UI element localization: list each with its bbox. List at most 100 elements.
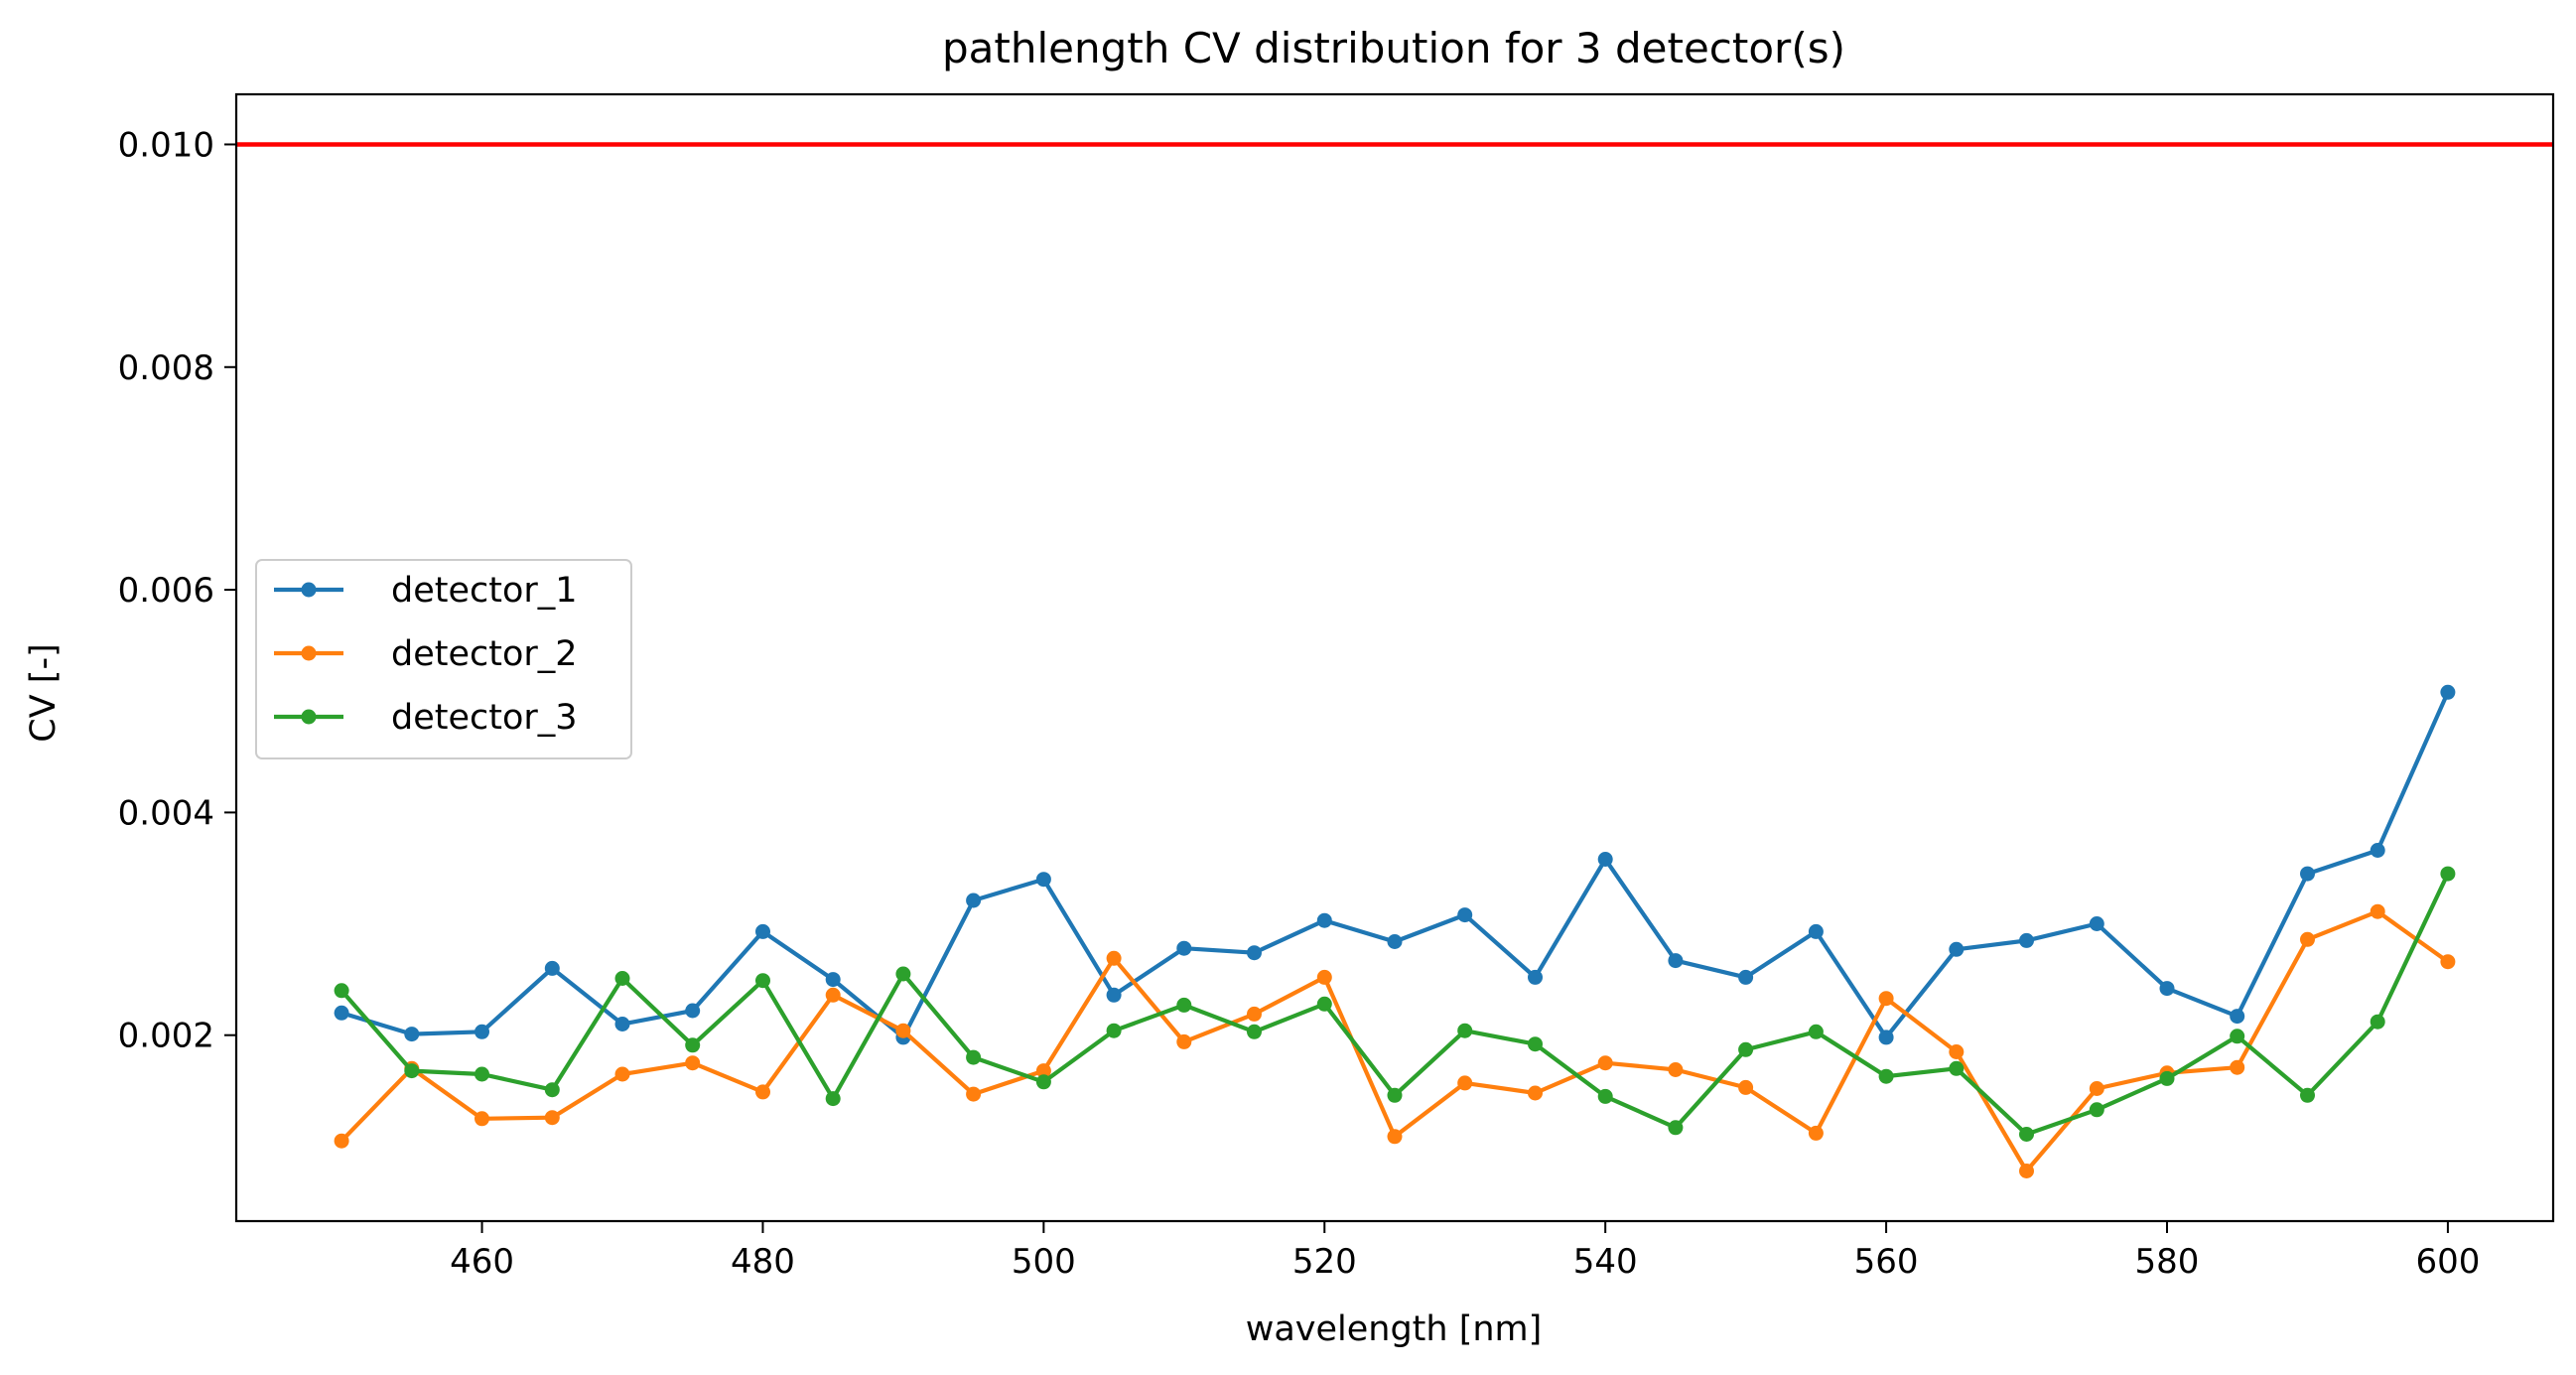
legend-label-detector_2: detector_2 xyxy=(391,634,578,674)
data-point-detector_1 xyxy=(966,893,982,908)
data-point-detector_1 xyxy=(1457,907,1473,923)
data-point-detector_2 xyxy=(2370,903,2385,919)
data-point-detector_3 xyxy=(895,966,911,982)
data-point-detector_1 xyxy=(1035,872,1051,888)
data-point-detector_3 xyxy=(2440,866,2456,882)
data-point-detector_1 xyxy=(2089,916,2104,931)
data-point-detector_1 xyxy=(685,1003,701,1019)
data-point-detector_2 xyxy=(1949,1044,1965,1059)
chart-title: pathlength CV distribution for 3 detecto… xyxy=(942,24,1845,72)
data-point-detector_3 xyxy=(2019,1127,2034,1142)
data-point-detector_3 xyxy=(1387,1087,1403,1103)
data-point-detector_1 xyxy=(1808,923,1824,939)
y-tick-label: 0.006 xyxy=(118,571,214,611)
legend-label-detector_3: detector_3 xyxy=(391,698,578,738)
data-point-detector_3 xyxy=(614,971,630,986)
plot-area xyxy=(234,92,2555,1223)
data-point-detector_2 xyxy=(614,1066,630,1082)
data-point-detector_2 xyxy=(2089,1081,2104,1096)
data-point-detector_2 xyxy=(755,1084,770,1100)
data-point-detector_2 xyxy=(895,1023,911,1038)
data-point-detector_2 xyxy=(2440,954,2456,970)
plot-frame xyxy=(234,92,2555,1223)
data-point-detector_1 xyxy=(1316,912,1332,928)
data-point-detector_2 xyxy=(1878,991,1894,1007)
data-point-detector_1 xyxy=(1247,945,1262,961)
data-point-detector_2 xyxy=(1106,950,1122,966)
x-tick-label: 540 xyxy=(1573,1242,1638,1282)
data-point-detector_1 xyxy=(2370,843,2385,858)
data-point-detector_3 xyxy=(334,983,349,999)
data-point-detector_1 xyxy=(1597,852,1613,867)
data-point-detector_1 xyxy=(1176,940,1192,956)
legend: detector_1 detector_2 detector_3 xyxy=(255,559,632,759)
legend-marker-detector_3 xyxy=(301,709,317,725)
data-point-detector_1 xyxy=(1738,969,1754,985)
data-point-detector_1 xyxy=(755,923,770,939)
data-point-detector_3 xyxy=(1949,1060,1965,1076)
x-axis-label: wavelength [nm] xyxy=(1246,1309,1543,1349)
data-point-detector_2 xyxy=(334,1133,349,1149)
data-point-detector_2 xyxy=(1035,1063,1051,1079)
data-point-detector_2 xyxy=(1808,1125,1824,1141)
data-point-detector_1 xyxy=(1528,969,1543,985)
data-point-detector_2 xyxy=(2019,1164,2034,1178)
data-point-detector_1 xyxy=(1668,953,1684,969)
legend-box xyxy=(255,559,632,759)
data-point-detector_1 xyxy=(475,1024,489,1039)
data-point-detector_3 xyxy=(1106,1023,1122,1038)
data-point-detector_2 xyxy=(1316,969,1332,985)
data-point-detector_3 xyxy=(825,1091,841,1107)
data-point-detector_3 xyxy=(755,973,770,989)
data-point-detector_3 xyxy=(1878,1068,1894,1084)
x-tick-label: 500 xyxy=(1012,1242,1076,1282)
y-tick-label: 0.008 xyxy=(118,348,214,388)
legend-marker-detector_1 xyxy=(301,582,317,598)
data-point-detector_2 xyxy=(1247,1006,1262,1022)
x-tick-label: 560 xyxy=(1854,1242,1919,1282)
data-point-detector_3 xyxy=(544,1082,560,1098)
data-point-detector_3 xyxy=(404,1063,420,1079)
data-point-detector_3 xyxy=(2089,1102,2104,1118)
data-point-detector_3 xyxy=(1176,997,1192,1013)
data-point-detector_3 xyxy=(2300,1087,2315,1103)
data-point-detector_3 xyxy=(1457,1023,1473,1038)
data-point-detector_3 xyxy=(2370,1014,2385,1030)
x-tick-label: 600 xyxy=(2415,1242,2480,1282)
data-point-detector_3 xyxy=(1597,1088,1613,1104)
y-tick-label: 0.004 xyxy=(118,793,214,833)
data-point-detector_3 xyxy=(685,1037,701,1053)
data-point-detector_2 xyxy=(2230,1059,2245,1075)
y-axis: 0.002 0.004 0.006 0.008 0.010 xyxy=(118,125,236,1056)
data-point-detector_1 xyxy=(614,1017,630,1031)
y-axis-label: CV [-] xyxy=(24,643,64,742)
x-axis: 460 480 500 520 540 560 580 600 xyxy=(450,1221,2480,1282)
data-point-detector_1 xyxy=(2159,981,2175,997)
x-tick-label: 580 xyxy=(2135,1242,2200,1282)
data-point-detector_3 xyxy=(475,1066,489,1082)
data-point-detector_2 xyxy=(1528,1085,1543,1101)
data-point-detector_1 xyxy=(334,1005,349,1021)
data-point-detector_2 xyxy=(1457,1075,1473,1091)
data-point-detector_3 xyxy=(1316,996,1332,1012)
data-point-detector_1 xyxy=(825,972,841,988)
data-point-detector_1 xyxy=(1387,934,1403,949)
y-tick-label: 0.002 xyxy=(118,1017,214,1056)
data-point-detector_1 xyxy=(544,960,560,976)
data-point-detector_2 xyxy=(1668,1062,1684,1077)
data-point-detector_1 xyxy=(2230,1009,2245,1025)
data-point-detector_3 xyxy=(1668,1120,1684,1136)
x-tick-label: 460 xyxy=(450,1242,514,1282)
legend-label-detector_1: detector_1 xyxy=(391,571,578,611)
data-point-detector_2 xyxy=(544,1110,560,1126)
data-point-detector_2 xyxy=(1738,1079,1754,1095)
data-point-detector_2 xyxy=(1597,1055,1613,1071)
data-point-detector_3 xyxy=(1035,1074,1051,1090)
data-point-detector_2 xyxy=(825,987,841,1003)
data-point-detector_3 xyxy=(2230,1029,2245,1044)
data-point-detector_3 xyxy=(1738,1041,1754,1057)
data-point-detector_2 xyxy=(1387,1129,1403,1145)
data-point-detector_1 xyxy=(404,1027,420,1042)
x-tick-label: 480 xyxy=(731,1242,795,1282)
